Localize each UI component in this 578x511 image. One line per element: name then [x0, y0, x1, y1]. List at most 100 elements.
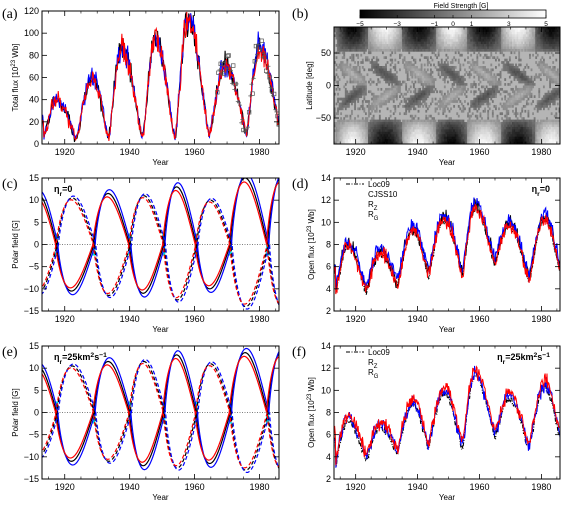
heatmap-cell	[451, 100, 454, 103]
heatmap-cell	[549, 139, 552, 142]
heatmap-cell	[349, 48, 352, 52]
heatmap-cell	[360, 122, 363, 125]
heatmap-cell	[394, 48, 397, 52]
heatmap-cell	[553, 124, 556, 128]
heatmap-cell	[431, 126, 434, 130]
heatmap-cell	[448, 100, 451, 103]
heatmap-cell	[349, 44, 352, 47]
heatmap-cell	[494, 36, 497, 40]
heatmap-cell	[547, 95, 550, 98]
heatmap-cell	[508, 117, 511, 120]
heatmap-cell	[341, 73, 344, 77]
heatmap-cell	[411, 134, 414, 137]
heatmap-cell	[389, 139, 392, 142]
heatmap-cell	[476, 124, 479, 128]
heatmap-cell	[488, 34, 491, 38]
heatmap-cell	[462, 131, 465, 135]
heatmap-cell	[519, 95, 522, 98]
heatmap-cell	[473, 36, 476, 40]
heatmap-cell	[431, 119, 434, 123]
heatmap-cell	[484, 70, 486, 74]
heatmap-cell	[343, 46, 346, 50]
heatmap-cell	[462, 126, 465, 130]
heatmap-cell	[479, 124, 482, 128]
heatmap-cell	[454, 41, 457, 45]
heatmap-cell	[360, 53, 363, 57]
heatmap-cell	[491, 39, 494, 42]
heatmap-cell	[450, 92, 452, 96]
heatmap-cell	[381, 34, 384, 38]
heatmap-cell	[521, 31, 524, 35]
heatmap-cell	[440, 68, 443, 72]
heatmap-cell	[519, 124, 522, 128]
heatmap-cell	[502, 31, 505, 35]
heatmap-cell	[445, 95, 448, 98]
heatmap-cell	[368, 48, 370, 52]
heatmap-cell	[552, 95, 555, 98]
heatmap-cell	[447, 31, 449, 35]
heatmap-cell	[505, 139, 508, 142]
heatmap-cell	[501, 36, 504, 40]
heatmap-cell	[498, 80, 500, 84]
heatmap-cell	[464, 85, 466, 89]
heatmap-cell	[386, 46, 389, 50]
heatmap-cell	[442, 129, 445, 133]
heatmap-cell	[442, 139, 445, 142]
heatmap-cell	[544, 34, 547, 38]
heatmap-cell	[532, 36, 534, 40]
heatmap-cell	[539, 131, 542, 135]
heatmap-cell	[385, 34, 387, 38]
heatmap-cell	[391, 51, 394, 55]
heatmap-cell	[549, 95, 552, 98]
heatmap-cell	[477, 39, 480, 42]
heatmap-cell	[439, 124, 442, 128]
heatmap-cell	[451, 48, 454, 52]
heatmap-cell	[445, 100, 448, 103]
heatmap-cell	[558, 73, 560, 77]
heatmap-cell	[521, 90, 524, 94]
heatmap-cell	[462, 141, 465, 144]
heatmap-cell	[391, 61, 394, 64]
heatmap-cell	[476, 31, 479, 35]
heatmap-cell	[462, 109, 465, 113]
heatmap-cell	[553, 129, 556, 133]
heatmap-cell	[538, 131, 541, 135]
heatmap-cell	[505, 117, 508, 120]
heatmap-cell	[389, 34, 392, 38]
heatmap-cell	[546, 41, 548, 45]
heatmap-cell	[409, 46, 412, 50]
heatmap-cell	[378, 95, 381, 98]
heatmap-cell	[389, 126, 392, 130]
heatmap-cell	[354, 124, 356, 128]
heatmap-cell	[372, 126, 375, 130]
heatmap-cell	[457, 27, 460, 30]
heatmap-cell	[364, 31, 367, 35]
heatmap-cell	[433, 119, 435, 123]
heatmap-cell	[547, 68, 550, 72]
heatmap-cell	[423, 141, 426, 144]
heatmap-cell	[361, 29, 364, 33]
heatmap-cell	[468, 44, 471, 47]
heatmap-cell	[518, 36, 521, 40]
heatmap-cell	[530, 85, 533, 89]
heatmap-cell	[344, 48, 347, 52]
heatmap-cell	[546, 36, 548, 40]
heatmap-cell	[527, 41, 530, 45]
heatmap-cell	[474, 141, 477, 144]
heatmap-cell	[457, 92, 460, 96]
heatmap-cell	[527, 80, 530, 84]
heatmap-cell	[493, 119, 496, 123]
heatmap-cell	[499, 124, 502, 128]
heatmap-cell	[423, 100, 426, 103]
heatmap-cell	[380, 70, 383, 74]
heatmap-cell	[485, 36, 488, 40]
heatmap-cell	[504, 90, 507, 94]
heatmap-cell	[375, 131, 378, 135]
heatmap-cell	[546, 78, 548, 81]
heatmap-cell	[408, 87, 411, 91]
heatmap-cell	[337, 124, 339, 128]
heatmap-cell	[344, 119, 347, 123]
heatmap-cell	[454, 80, 457, 84]
heatmap-cell	[496, 117, 499, 120]
heatmap-cell	[471, 122, 474, 125]
